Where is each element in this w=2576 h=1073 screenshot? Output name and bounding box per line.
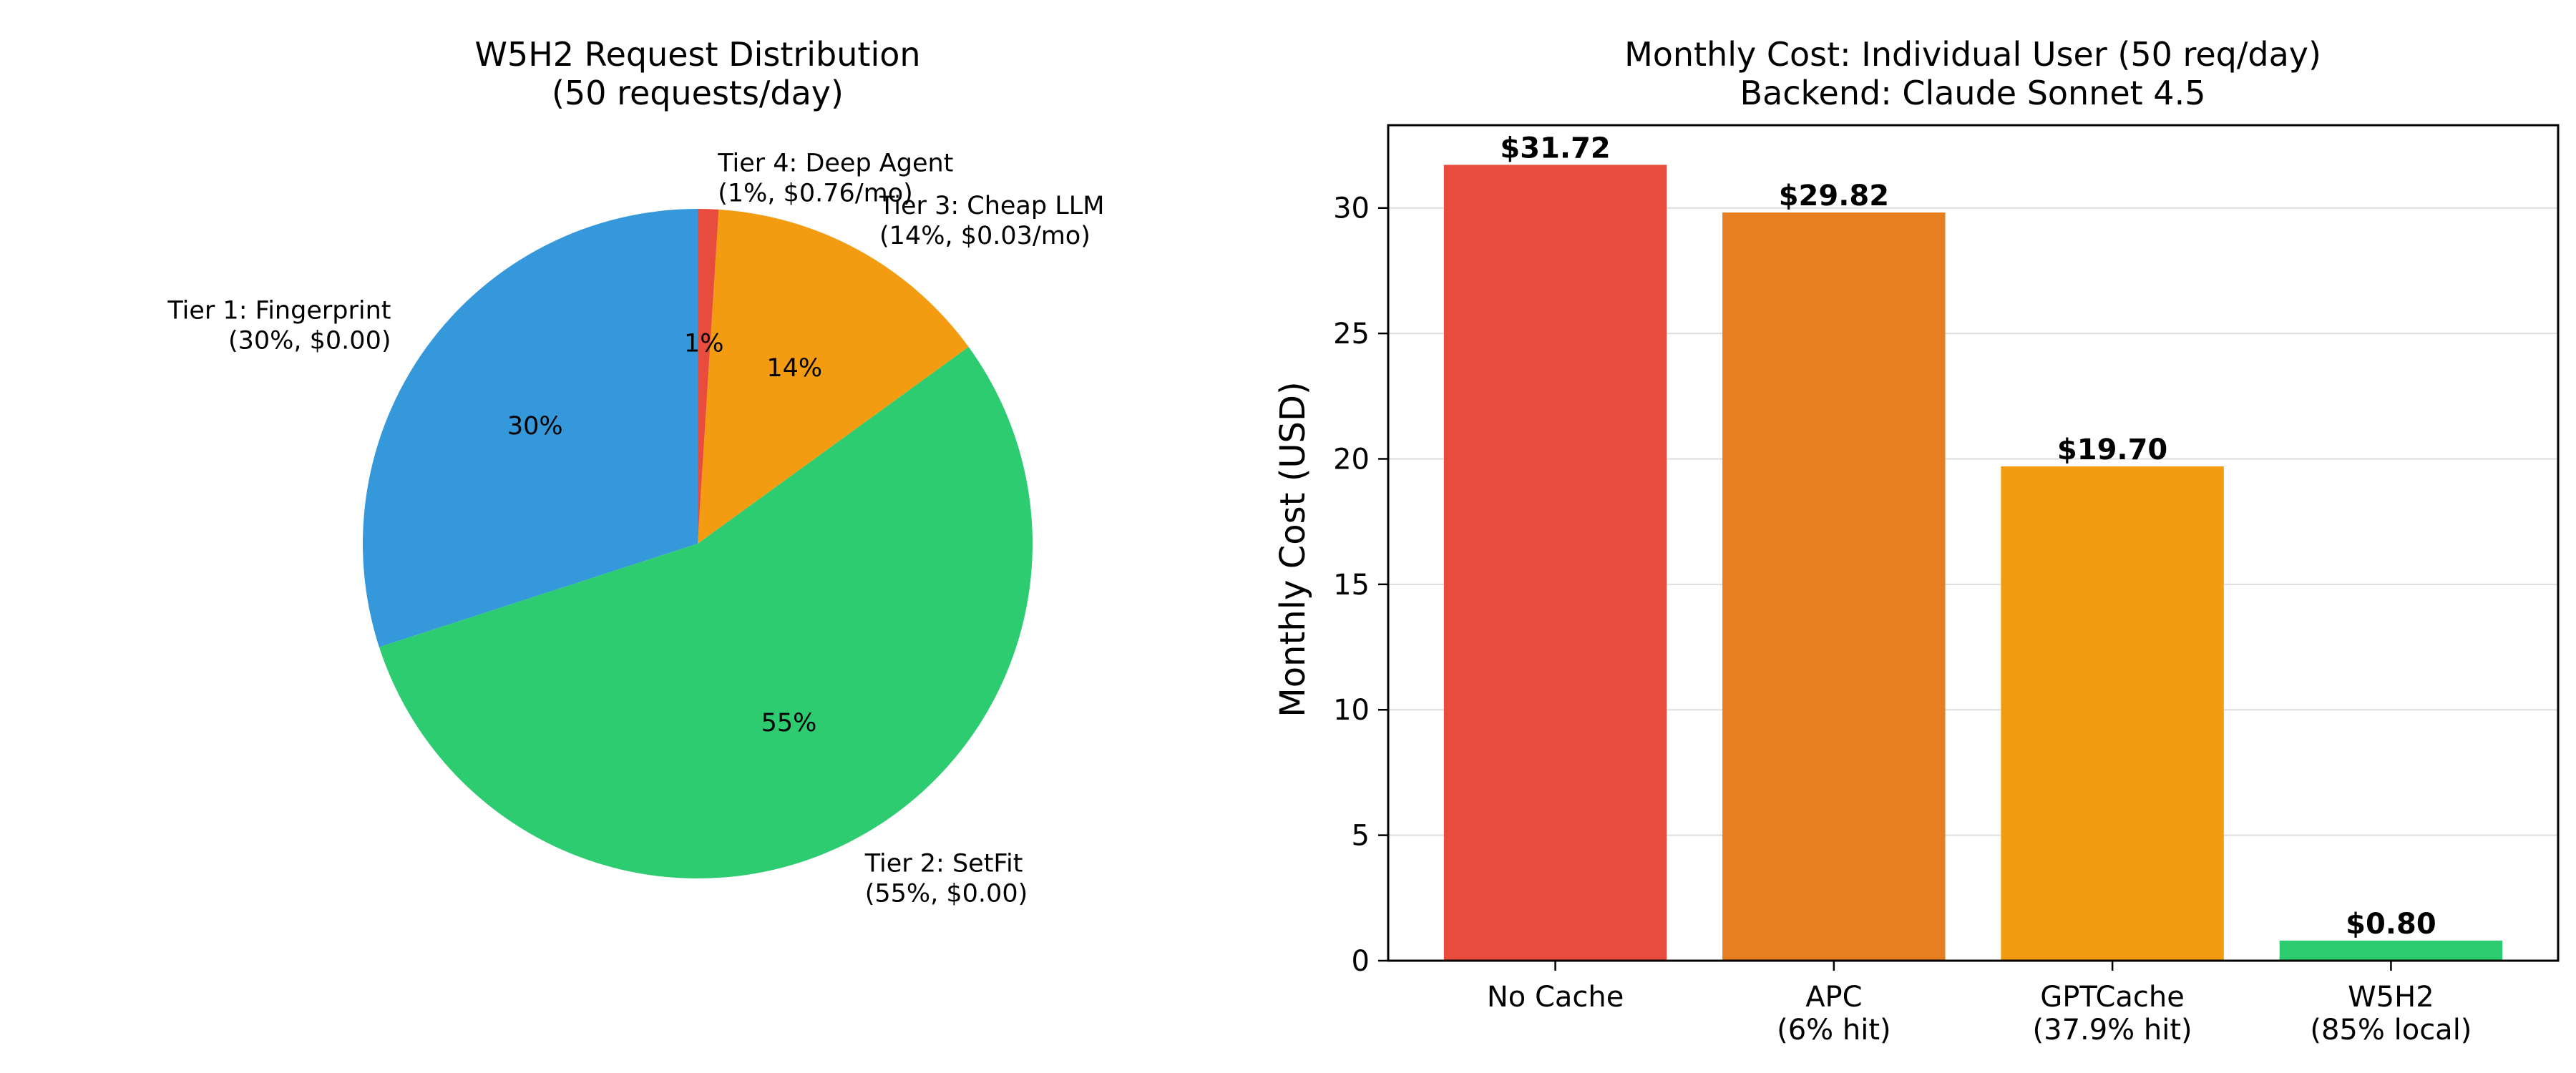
y-axis-ticks: 0 5 10 15 20 25 30 [1333,192,1388,978]
pie-label-name-tier-3: Tier 3: Cheap LLM [879,192,1104,220]
pie-slice-tier-3 [698,209,969,544]
pie-label-tier-1: Tier 1: Fingerprint (30%, $0.00) [167,296,391,355]
pie-pct-tier-1: 30% [507,412,563,441]
y-tick-label: 10 [1333,694,1370,727]
x-tick-label-apc: APC [1805,981,1862,1014]
pie-label-detail-tier-3: (14%, $0.03/mo) [879,222,1091,250]
bar-value-apc: $29.82 [1779,180,1889,212]
pie-label-name-tier-2: Tier 2: SetFit [864,850,1023,878]
x-axis-ticks: No Cache APC(6% hit) GPTCache(37.9% hit) W5… [1487,961,2472,1047]
y-tick-label: 30 [1333,192,1370,225]
x-tick-sublabel-w5h2: (85% local) [2310,1014,2472,1047]
pie-subtitle: (50 requests/day) [552,74,844,112]
bar-chart: Monthly Cost: Individual User (50 req/da… [1273,35,2560,1047]
bar-gptcache [2001,466,2224,961]
pie-label-tier-3: Tier 3: Cheap LLM (14%, $0.03/mo) [879,192,1104,250]
y-tick-label: 0 [1352,945,1370,978]
x-tick-sublabel-apc: (6% hit) [1777,1014,1891,1047]
pie-pct-tier-4: 1% [684,329,724,358]
y-tick-label: 20 [1333,443,1370,476]
pie-slice-tier-2 [379,346,1033,879]
y-tick-label: 15 [1333,569,1370,602]
x-tick-label-gptcache: GPTCache [2040,981,2185,1014]
bar-title: Monthly Cost: Individual User (50 req/da… [1624,35,2321,74]
pie-label-detail-tier-1: (30%, $0.00) [228,326,391,355]
bar-apc [1722,212,1946,961]
y-tick-label: 5 [1352,820,1370,853]
pie-percent-labels: 30% 55% 14% 1% [507,329,822,738]
pie-slice-tier-4 [698,209,719,544]
x-tick-label-no-cache: No Cache [1487,981,1624,1014]
bar-w5h2 [2279,940,2503,961]
x-tick-label-w5h2: W5H2 [2348,981,2434,1014]
pie-label-detail-tier-2: (55%, $0.00) [865,880,1028,908]
pie-chart: W5H2 Request Distribution (50 requests/d… [167,35,1104,908]
y-axis-label: Monthly Cost (USD) [1273,381,1313,717]
pie-label-detail-tier-4: (1%, $0.76/mo) [718,180,913,208]
pie-pct-tier-3: 14% [766,354,822,383]
pie-label-tier-4: Tier 4: Deep Agent (1%, $0.76/mo) [717,150,953,208]
bar-value-no-cache: $31.72 [1500,132,1610,165]
y-tick-label: 25 [1333,318,1370,351]
bar-value-w5h2: $0.80 [2346,908,2436,941]
pie-pct-tier-2: 55% [761,709,817,738]
bar-no-cache [1443,165,1667,961]
pie-title: W5H2 Request Distribution [474,35,920,74]
pie-slice-tier-1 [363,209,698,647]
plot-frame [1387,124,2560,962]
pie-slice-labels: Tier 1: Fingerprint (30%, $0.00) Tier 2: S… [167,150,1104,908]
bar-subtitle: Backend: Claude Sonnet 4.5 [1740,74,2206,112]
pie-label-tier-2: Tier 2: SetFit (55%, $0.00) [864,850,1028,908]
pie-slices [363,209,1033,879]
bar-value-labels: $31.72 $29.82 $19.70 $0.80 [1500,132,2436,941]
bar-value-gptcache: $19.70 [2057,433,2167,466]
x-tick-sublabel-gptcache: (37.9% hit) [2033,1014,2192,1047]
pie-label-name-tier-4: Tier 4: Deep Agent [717,150,953,178]
bar-series [1443,165,2503,961]
pie-label-name-tier-1: Tier 1: Fingerprint [167,296,391,325]
